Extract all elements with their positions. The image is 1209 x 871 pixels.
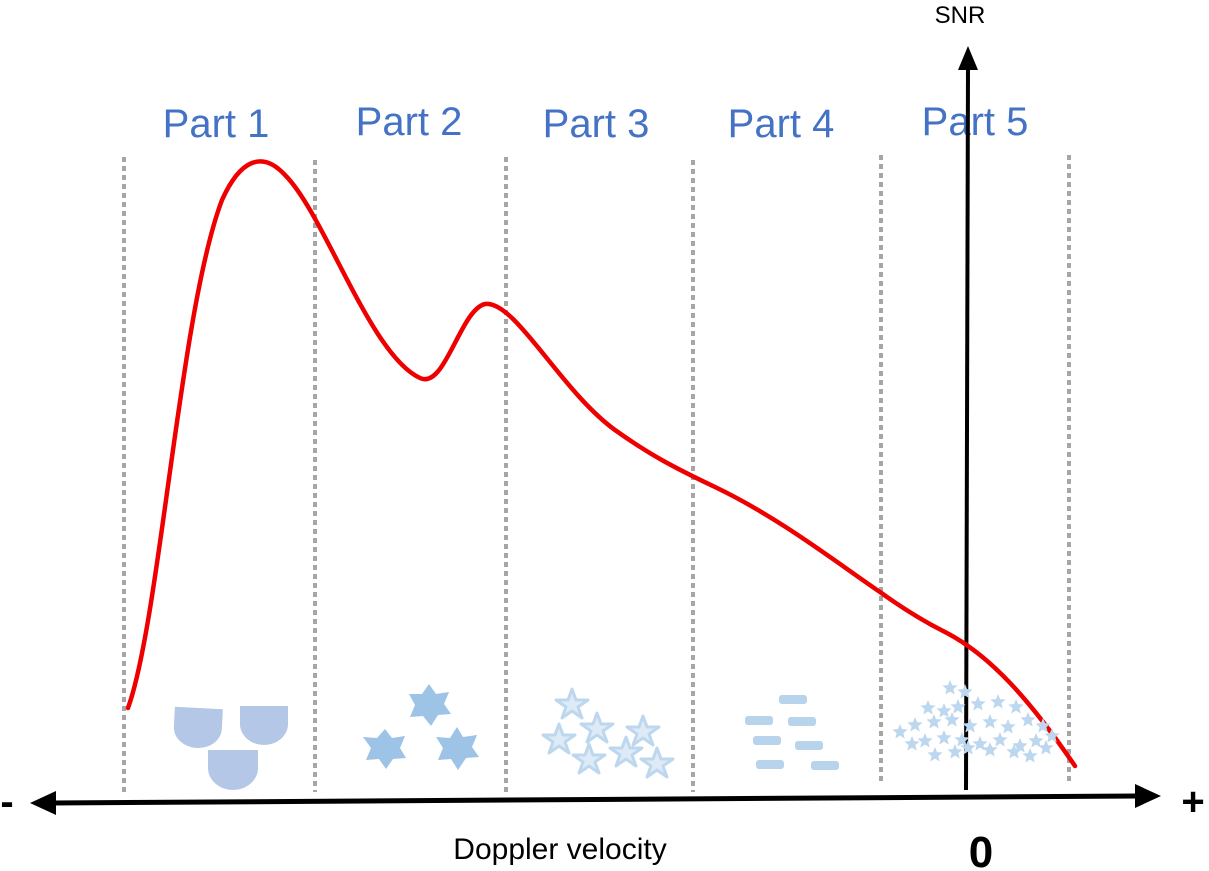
cup-icon (208, 750, 258, 790)
dash-icon (756, 760, 784, 769)
x-axis-left-arrowhead (30, 791, 56, 815)
small-star-icon (1012, 738, 1028, 753)
dash-icon (753, 736, 781, 745)
small-star-icon (1035, 718, 1051, 733)
part-2-label: Part 2 (356, 100, 463, 144)
small-star-icon (982, 742, 998, 757)
y-axis-arrowhead (958, 46, 978, 70)
part-4-label: Part 4 (728, 102, 835, 146)
dash-icon (788, 717, 816, 726)
small-star-icon (957, 684, 973, 699)
part-4-particles (745, 695, 839, 770)
small-star-icon (1000, 719, 1016, 734)
zero-label: 0 (969, 828, 993, 871)
star-icon (625, 714, 661, 747)
small-star-icon (990, 694, 1006, 709)
y-axis (958, 46, 978, 791)
small-star-icon (950, 699, 966, 714)
x-axis-label: Doppler velocity (453, 833, 666, 866)
x-axis-minus-label: - (0, 780, 13, 824)
star-icon (554, 687, 590, 720)
small-star-icon (992, 732, 1008, 747)
part-3-label: Part 3 (543, 102, 650, 146)
small-star-icon (1020, 712, 1036, 727)
small-star-icon (942, 680, 958, 695)
hexagram-icon (363, 729, 406, 769)
small-star-icon (1038, 740, 1054, 755)
small-star-icon (947, 744, 963, 759)
small-star-icon (972, 736, 988, 751)
small-star-icon (1044, 728, 1060, 743)
small-star-icon (917, 733, 933, 748)
part-3-particles (541, 687, 675, 779)
part-5-particles (892, 680, 1060, 763)
small-star-icon (970, 696, 986, 711)
dash-icon (795, 741, 823, 750)
part-dividers (122, 155, 1071, 792)
small-star-icon (1022, 748, 1038, 763)
cup-icon (173, 706, 223, 749)
small-star-icon (962, 718, 978, 733)
dash-icon (779, 695, 807, 704)
small-star-icon (904, 736, 920, 751)
small-star-icon (944, 712, 960, 727)
star-icon (639, 746, 675, 779)
hexagram-icon (436, 727, 479, 770)
small-star-icon (920, 700, 936, 715)
snr-curve (125, 159, 1078, 769)
small-star-icon (954, 732, 970, 747)
small-star-icon (926, 714, 942, 729)
star-icon (608, 735, 644, 768)
small-star-icon (936, 730, 952, 745)
star-icon (571, 742, 607, 775)
star-icon (541, 722, 577, 755)
x-axis (30, 784, 1161, 815)
small-star-icon (1008, 699, 1024, 714)
small-star-icon (982, 714, 998, 729)
small-star-icon (1006, 744, 1022, 759)
part-1-particles (173, 706, 288, 790)
small-star-icon (927, 747, 943, 762)
small-star-icon (960, 740, 976, 755)
cup-icon (240, 706, 288, 745)
part-1-label: Part 1 (163, 102, 270, 146)
x-axis-plus-label: + (1181, 780, 1204, 824)
small-star-icon (907, 717, 923, 732)
part-2-particles (363, 684, 479, 770)
dash-icon (745, 716, 773, 725)
star-icon (579, 711, 615, 744)
small-star-icon (892, 724, 908, 739)
small-star-icon (936, 703, 952, 718)
hexagram-icon (409, 684, 451, 726)
x-axis-right-arrowhead (1135, 784, 1161, 808)
part-5-label: Part 5 (922, 100, 1029, 144)
small-star-icon (1028, 733, 1044, 748)
dash-icon (811, 761, 839, 770)
y-axis-label: SNR (935, 2, 986, 29)
